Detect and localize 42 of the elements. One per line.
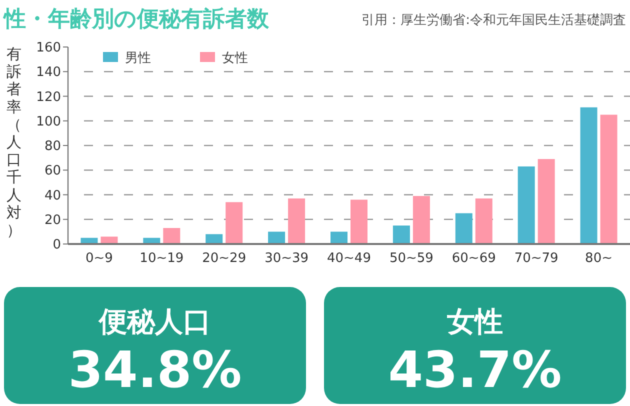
x-tick-label: 30~39: [264, 251, 309, 266]
bar: [350, 200, 368, 244]
chart-title: 性・年齢別の便秘有訴者数: [2, 7, 270, 32]
bar: [475, 198, 492, 244]
y-tick-label: 0: [52, 238, 61, 252]
bar: [392, 226, 410, 244]
legend-label: 女性: [222, 51, 248, 66]
bar: [268, 232, 286, 244]
bar: [455, 213, 472, 244]
x-tick-label: 20~29: [202, 251, 246, 266]
x-tick-label: 0~9: [86, 251, 113, 266]
bar: [206, 234, 223, 244]
x-tick-label: 60~69: [452, 251, 496, 266]
text: 34.8%: [68, 341, 242, 399]
x-tick-label: 10~19: [140, 251, 184, 266]
y-tick-label: 20: [44, 212, 61, 228]
x-tick-label: 40~49: [327, 251, 371, 266]
x-tick-label: 80~: [585, 251, 612, 266]
bar: [163, 228, 180, 244]
x-tick-label: 50~59: [389, 251, 434, 266]
text: 43.7%: [388, 341, 562, 399]
text: 引用：厚生労働省:令和元年国民生活基礎調査: [362, 13, 626, 28]
y-tick-label: 80: [44, 139, 61, 154]
bar: [226, 202, 243, 244]
bar: [412, 196, 430, 244]
y-tick-label: 100: [36, 114, 61, 130]
y-tick-label: 40: [44, 188, 61, 204]
bar: [518, 166, 535, 244]
text: 女性: [446, 305, 503, 338]
bar: [538, 159, 555, 244]
y-tick-label: 140: [36, 65, 61, 80]
y-tick-label: 160: [36, 40, 61, 56]
bar: [288, 198, 306, 244]
x-tick-label: 70~79: [514, 251, 558, 266]
text: 便秘人口: [98, 305, 211, 338]
bar: [600, 114, 618, 244]
y-tick-label: 120: [36, 90, 61, 105]
y-tick-label: 60: [44, 164, 61, 179]
text: 有訴者率（人口千人対）: [6, 45, 22, 239]
bar: [580, 107, 598, 244]
legend-label: 男性: [125, 51, 151, 66]
bar: [330, 232, 348, 244]
